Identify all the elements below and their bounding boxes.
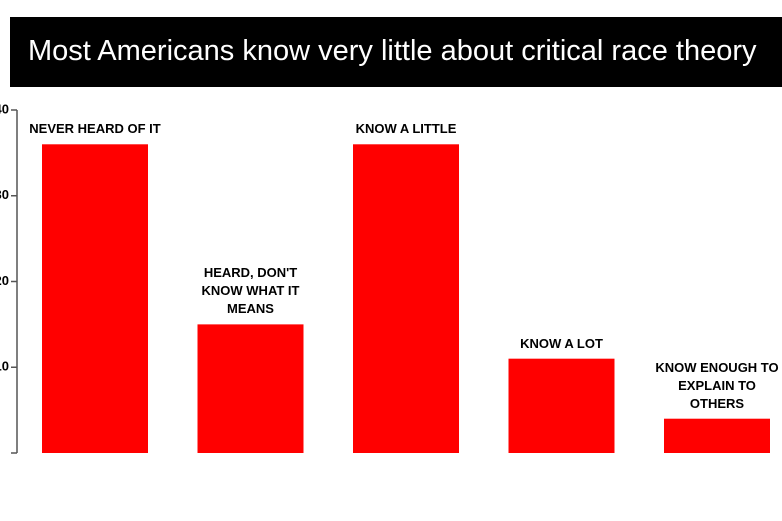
- chart-title: Most Americans know very little about cr…: [28, 35, 757, 67]
- bar: [664, 418, 770, 453]
- bar: [42, 144, 148, 454]
- category-label: NEVER HEARD OF IT: [29, 121, 161, 137]
- bar: [197, 324, 304, 453]
- category-label: KNOW A LOT: [520, 335, 603, 351]
- y-tick-label: 30: [0, 187, 9, 202]
- y-tick-label: 40: [0, 101, 9, 116]
- category-label: HEARD, DON'T KNOW WHAT IT MEANS: [201, 265, 300, 317]
- category-label: KNOW A LITTLE: [355, 121, 457, 137]
- y-tick-label: 20: [0, 273, 9, 288]
- title-bar: Most Americans know very little about cr…: [10, 17, 782, 87]
- category-label: KNOW ENOUGH TO EXPLAIN TO OTHERS: [655, 359, 779, 411]
- bar: [508, 358, 615, 453]
- y-tick-label: 10: [0, 359, 9, 374]
- bar: [353, 144, 459, 454]
